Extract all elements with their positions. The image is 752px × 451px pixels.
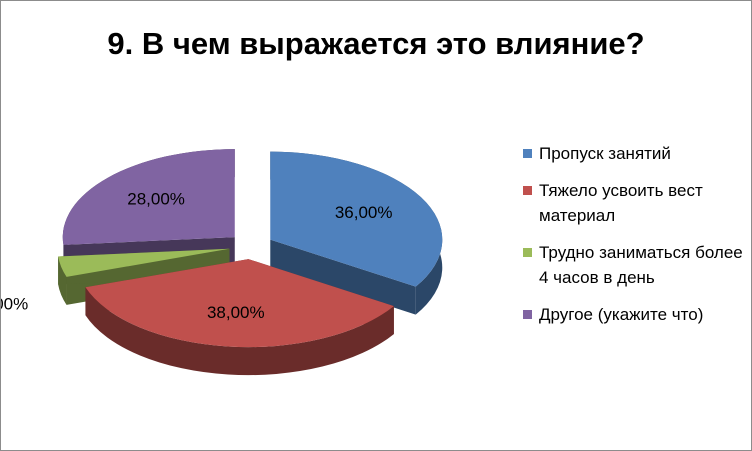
- value-label: 38,00%: [207, 303, 265, 322]
- legend-item: Тяжело усвоить вест материал: [521, 178, 746, 228]
- slice: [270, 151, 443, 287]
- legend-label: Трудно заниматься более 4 часов в день: [539, 243, 743, 287]
- slice-side: [270, 239, 416, 315]
- value-label: 28,00%: [127, 190, 185, 209]
- value-label: 4,00%: [1, 294, 28, 313]
- legend-label: Пропуск занятий: [539, 144, 671, 163]
- slice-side: [58, 256, 67, 305]
- legend-item: Трудно заниматься более 4 часов в день: [521, 240, 746, 290]
- slice-side: [85, 287, 394, 376]
- slice: [85, 259, 394, 348]
- legend-label: Другое (укажите что): [539, 305, 704, 324]
- slice-group: [270, 151, 443, 315]
- value-label: 36,00%: [335, 203, 393, 222]
- legend-swatch: [523, 186, 532, 195]
- slice-group: [85, 259, 394, 376]
- legend: Пропуск занятий Тяжело усвоить вест матер…: [521, 141, 746, 339]
- legend-swatch: [523, 149, 532, 158]
- chart-title: 9. В чем выражается это влияние?: [107, 26, 644, 61]
- slice: [62, 149, 235, 245]
- legend-item: Пропуск занятий: [521, 141, 746, 166]
- legend-swatch: [523, 248, 532, 257]
- legend-swatch: [523, 310, 532, 319]
- legend-label: Тяжело усвоить вест материал: [539, 181, 703, 225]
- slice: [58, 248, 230, 277]
- legend-item: Другое (укажите что): [521, 302, 746, 327]
